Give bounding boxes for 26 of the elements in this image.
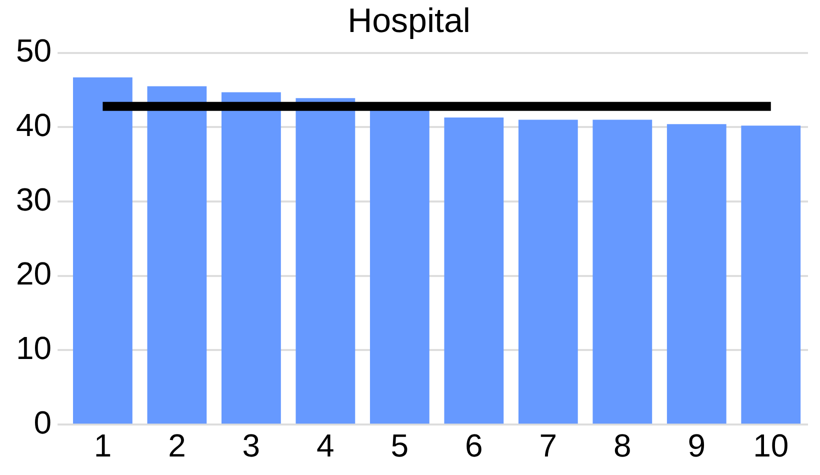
x-tick-label: 3 [242,428,260,464]
x-tick-label: 9 [688,428,706,464]
x-tick-label: 2 [168,428,186,464]
x-tick-label: 5 [390,428,409,464]
bar [592,120,652,424]
bar [222,92,281,424]
x-tick-label: 8 [614,428,632,464]
x-tick-label: 10 [753,428,789,464]
y-tick-label: 30 [16,181,52,218]
y-tick-label: 0 [34,404,52,440]
bar [73,77,132,424]
x-tick-label: 1 [94,428,112,464]
bar [296,98,356,424]
bar [518,120,578,424]
bar [666,124,726,424]
bar [444,117,504,424]
chart-title: Hospital [348,2,470,40]
x-tick-label: 6 [465,428,483,464]
bar [147,86,207,424]
y-tick-label: 10 [16,330,52,366]
y-tick-label: 40 [16,106,52,143]
x-tick-label: 7 [539,428,558,464]
y-tick-label: 20 [16,256,52,292]
x-tick-label: 4 [316,428,334,464]
bar [741,126,801,424]
y-tick-label: 50 [16,32,52,69]
